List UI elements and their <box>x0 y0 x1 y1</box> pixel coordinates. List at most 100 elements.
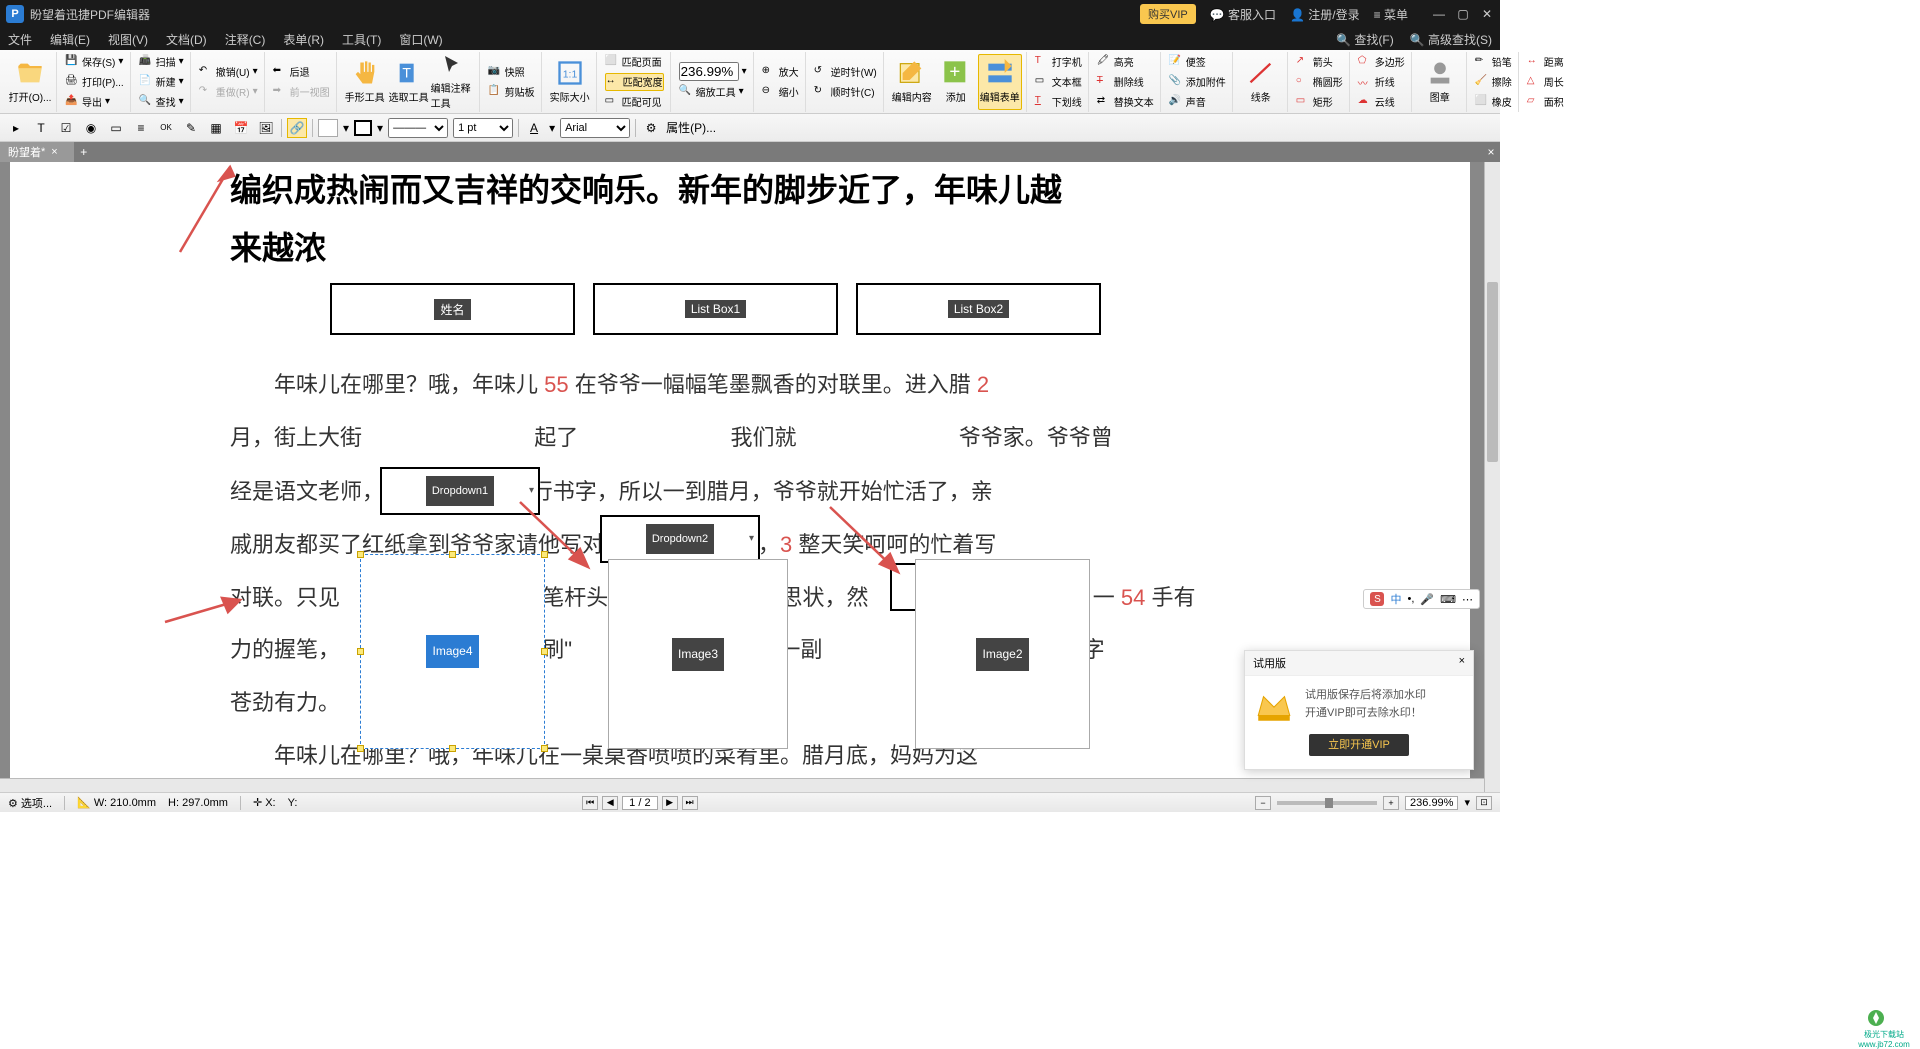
menu-document[interactable]: 文档(D) <box>166 31 207 48</box>
fit-button[interactable]: ⊡ <box>1476 796 1492 810</box>
login-link[interactable]: 👤 注册/登录 <box>1290 6 1360 23</box>
menu-window[interactable]: 窗口(W) <box>399 31 442 48</box>
adv-find-link[interactable]: 🔍 高级查找(S) <box>1410 31 1492 48</box>
line-button[interactable]: 线条 <box>1239 54 1283 110</box>
menu-tools[interactable]: 工具(T) <box>342 31 381 48</box>
polygon-button[interactable]: ⬠多边形 <box>1358 53 1405 71</box>
form-image3[interactable]: Image3 <box>608 559 788 749</box>
zoom-input[interactable] <box>679 62 739 81</box>
doc-tab[interactable]: 盼望着 *× <box>0 142 74 162</box>
fit-width-button[interactable]: ↔匹配宽度 <box>605 73 664 91</box>
tool-image[interactable]: 🖼 <box>256 118 276 138</box>
zoom-slider[interactable] <box>1277 801 1377 805</box>
buy-vip-button[interactable]: 购买VIP <box>1140 4 1196 24</box>
tab-close-icon[interactable]: × <box>51 146 57 158</box>
tool-barcode[interactable]: ▦ <box>206 118 226 138</box>
edit-annot-button[interactable]: 编辑注释工具 <box>431 54 475 110</box>
oval-button[interactable]: ○椭圆形 <box>1296 73 1343 91</box>
form-dropdown2[interactable]: Dropdown2 <box>600 515 760 563</box>
props-icon-button[interactable]: ⚙ <box>641 118 661 138</box>
form-field-listbox1[interactable]: List Box1 <box>593 283 838 335</box>
tab-close-all[interactable]: × <box>1482 143 1500 161</box>
arrow-shape-button[interactable]: ↗箭头 <box>1296 53 1343 71</box>
close-button[interactable]: ✕ <box>1480 7 1494 21</box>
textbox-button[interactable]: ▭文本框 <box>1035 73 1082 91</box>
tool-sign[interactable]: ✎ <box>181 118 201 138</box>
open-button[interactable]: 打开(O)... <box>8 54 52 110</box>
underline-button[interactable]: T下划线 <box>1035 93 1082 111</box>
actual-size-button[interactable]: 1:1实际大小 <box>548 54 592 110</box>
minimize-button[interactable]: — <box>1432 7 1446 21</box>
add-button[interactable]: +添加 <box>934 54 978 110</box>
select-tool-button[interactable]: T选取工具 <box>387 54 431 110</box>
edit-form-button[interactable]: 编辑表单 <box>978 54 1022 110</box>
props-button[interactable]: 属性(P)... <box>666 119 716 136</box>
pencil-button[interactable]: ✏铅笔 <box>1475 53 1512 71</box>
ime-mic-icon[interactable]: 🎤 <box>1420 593 1434 606</box>
fit-visible-button[interactable]: ▭匹配可见 <box>605 93 664 111</box>
tool-list[interactable]: ≡ <box>131 118 151 138</box>
vertical-scrollbar[interactable] <box>1484 162 1500 792</box>
typewriter-button[interactable]: T打字机 <box>1035 53 1082 71</box>
zoom-in-status-button[interactable]: + <box>1383 796 1399 810</box>
zoom-out-status-button[interactable]: − <box>1255 796 1271 810</box>
form-field-name[interactable]: 姓名 <box>330 283 575 335</box>
ime-settings-icon[interactable]: ⋯ <box>1462 593 1473 606</box>
area-button[interactable]: ▱面积 <box>1527 93 1564 111</box>
rect-button[interactable]: ▭矩形 <box>1296 93 1343 111</box>
zoom-value[interactable]: 236.99% <box>1405 796 1458 810</box>
fit-page-button[interactable]: ⬜匹配页面 <box>605 53 664 71</box>
sound-button[interactable]: 🔊声音 <box>1169 93 1226 111</box>
clipboard-button[interactable]: 📋剪贴板 <box>488 83 535 101</box>
replace-button[interactable]: ⇄替换文本 <box>1097 93 1154 111</box>
menu-comment[interactable]: 注释(C) <box>225 31 266 48</box>
page-first-button[interactable]: ⏮ <box>582 796 598 810</box>
support-link[interactable]: 💬 客服入口 <box>1210 6 1276 23</box>
perimeter-button[interactable]: △周长 <box>1527 73 1564 91</box>
export-button[interactable]: 📤导出 ▾ <box>65 93 124 111</box>
edit-content-button[interactable]: 编辑内容 <box>890 54 934 110</box>
page-indicator[interactable]: 1 / 2 <box>622 796 657 810</box>
options-button[interactable]: ⚙ 选项... <box>8 795 52 811</box>
popup-close-icon[interactable]: × <box>1459 655 1465 671</box>
add-tab-button[interactable]: + <box>74 142 94 162</box>
font-color-button[interactable]: A <box>524 118 544 138</box>
menu-form[interactable]: 表单(R) <box>283 31 324 48</box>
rotate-ccw-button[interactable]: ↺逆时针(W) <box>814 63 877 81</box>
page-last-button[interactable]: ⏭ <box>682 796 698 810</box>
tool-radio[interactable]: ◉ <box>81 118 101 138</box>
save-button[interactable]: 💾保存(S) ▾ <box>65 53 124 71</box>
scan-button[interactable]: 📠扫描 ▾ <box>139 53 184 71</box>
strikeout-button[interactable]: T删除线 <box>1097 73 1154 91</box>
page-next-button[interactable]: ▶ <box>662 796 678 810</box>
line-width-select[interactable]: 1 pt <box>453 118 513 138</box>
cloud-button[interactable]: ☁云线 <box>1358 93 1405 111</box>
page-prev-button[interactable]: ◀ <box>602 796 618 810</box>
hand-tool-button[interactable]: 手形工具 <box>343 54 387 110</box>
tool-text[interactable]: T <box>31 118 51 138</box>
zoom-in-button[interactable]: ⊕放大 <box>762 63 799 81</box>
font-select[interactable]: Arial <box>560 118 630 138</box>
zoom-out-button[interactable]: ⊖缩小 <box>762 83 799 101</box>
attach-button[interactable]: 📎添加附件 <box>1169 73 1226 91</box>
popup-vip-button[interactable]: 立即开通VIP <box>1309 734 1409 756</box>
find-link[interactable]: 🔍 查找(F) <box>1336 31 1394 48</box>
eraser-button[interactable]: 🧹擦除 <box>1475 73 1512 91</box>
polyline-button[interactable]: 〰折线 <box>1358 73 1405 91</box>
menu-edit[interactable]: 编辑(E) <box>50 31 90 48</box>
snapshot-button[interactable]: 📷快照 <box>488 63 535 81</box>
ime-keyboard-icon[interactable]: ⌨ <box>1440 593 1456 606</box>
fill-color-swatch[interactable] <box>318 119 338 137</box>
redo-button[interactable]: ↷重做(R) ▾ <box>199 83 258 101</box>
tool-date[interactable]: 📅 <box>231 118 251 138</box>
menu-link[interactable]: ≡ 菜单 <box>1374 6 1408 23</box>
highlight-button[interactable]: 🖍高亮 <box>1097 53 1154 71</box>
undo-button[interactable]: ↶撤销(U) ▾ <box>199 63 258 81</box>
ime-punct-icon[interactable]: •, <box>1407 593 1414 605</box>
tool-cursor[interactable]: ▸ <box>6 118 26 138</box>
scroll-thumb[interactable] <box>1487 282 1498 462</box>
form-field-listbox2[interactable]: List Box2 <box>856 283 1101 335</box>
stamp-button[interactable]: 图章 <box>1418 54 1462 110</box>
note-button[interactable]: 📝便签 <box>1169 53 1226 71</box>
tool-checkbox[interactable]: ☑ <box>56 118 76 138</box>
